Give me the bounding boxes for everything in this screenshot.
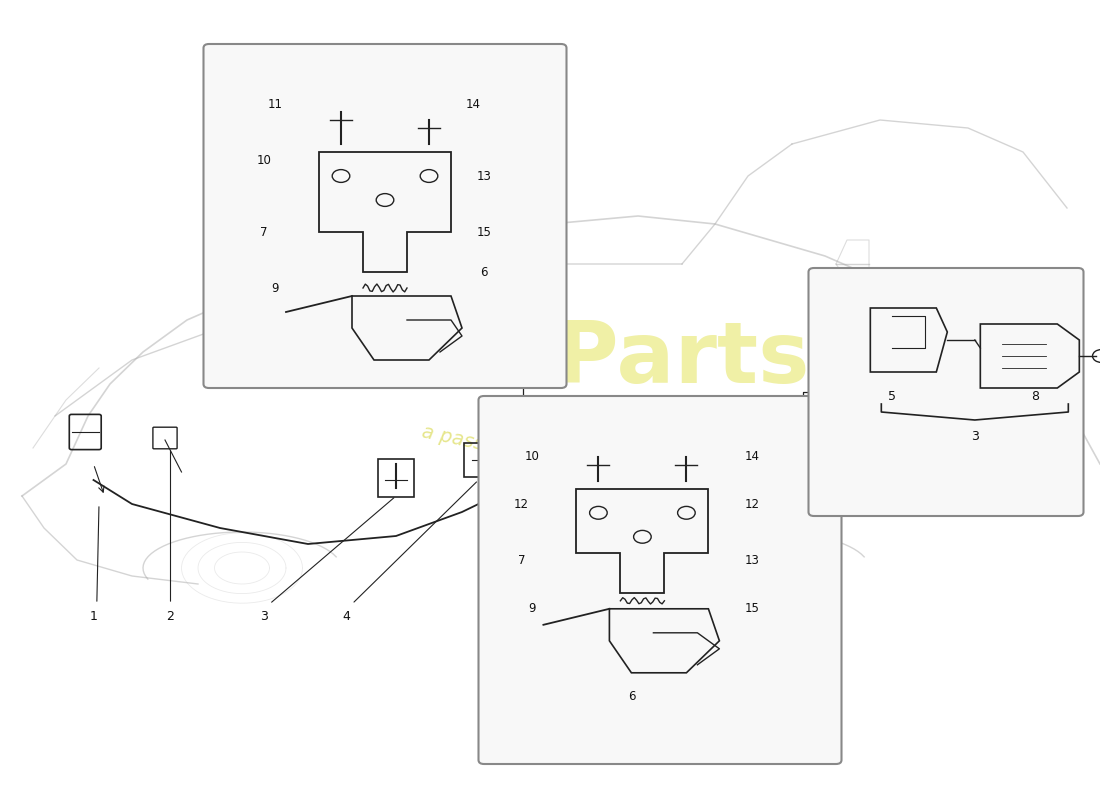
Text: 1: 1 [89, 610, 98, 622]
Text: 2: 2 [166, 610, 175, 622]
Text: 5: 5 [889, 390, 896, 402]
Text: 14: 14 [465, 98, 481, 110]
Text: 12: 12 [745, 498, 760, 511]
Text: 6: 6 [481, 266, 487, 278]
Text: 9: 9 [529, 602, 536, 615]
Text: euroParts: euroParts [334, 318, 810, 402]
Text: 13: 13 [476, 170, 492, 182]
Text: 14: 14 [745, 450, 760, 463]
Text: 13: 13 [745, 554, 760, 567]
Text: 7: 7 [261, 226, 267, 238]
Text: 15: 15 [476, 226, 492, 238]
FancyBboxPatch shape [478, 396, 842, 764]
Text: 11: 11 [267, 98, 283, 110]
Text: 10: 10 [525, 450, 540, 463]
FancyBboxPatch shape [204, 44, 566, 388]
Text: a passion for parts - since 1995: a passion for parts - since 1995 [419, 422, 725, 506]
Text: 7: 7 [518, 554, 525, 567]
Text: 3: 3 [260, 610, 268, 622]
Text: 12: 12 [514, 498, 529, 511]
Text: 8: 8 [1032, 390, 1040, 402]
Text: 3: 3 [971, 430, 979, 442]
Text: 6: 6 [628, 690, 635, 703]
Text: 10: 10 [256, 154, 272, 166]
Text: 15: 15 [745, 602, 760, 615]
Text: 9: 9 [272, 282, 278, 294]
Text: 4: 4 [342, 610, 351, 622]
FancyBboxPatch shape [808, 268, 1084, 516]
